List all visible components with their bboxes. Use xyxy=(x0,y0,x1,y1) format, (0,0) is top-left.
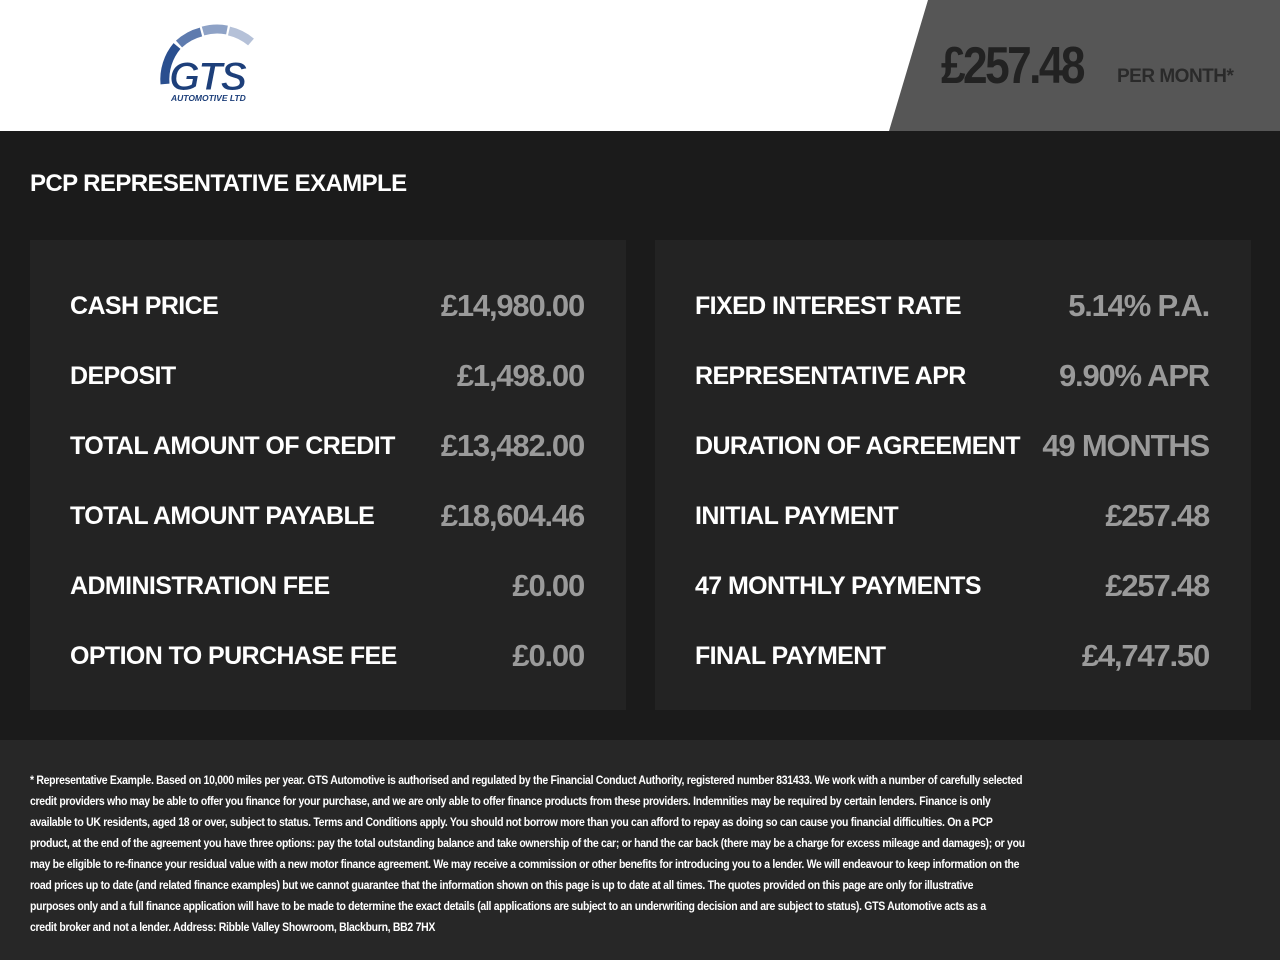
row-label: REPRESENTATIVE APR xyxy=(695,362,966,390)
row-value: 49 MONTHS xyxy=(1042,428,1210,463)
monthly-price-banner xyxy=(889,0,1280,131)
row-value: 5.14% P.A. xyxy=(1068,288,1210,323)
row-label: DEPOSIT xyxy=(70,362,176,390)
row-value: £0.00 xyxy=(512,638,585,673)
row-label: TOTAL AMOUNT PAYABLE xyxy=(70,502,375,530)
row-label: DURATION OF AGREEMENT xyxy=(695,432,1020,460)
finance-row: DURATION OF AGREEMENT 49 MONTHS xyxy=(695,428,1210,468)
finance-row: ADMINISTRATION FEE £0.00 xyxy=(70,568,585,608)
finance-row: 47 MONTHLY PAYMENTS £257.48 xyxy=(695,568,1210,608)
row-label: FIXED INTEREST RATE xyxy=(695,292,962,320)
monthly-price: £257.48 xyxy=(941,37,1085,95)
row-label: OPTION TO PURCHASE FEE xyxy=(70,642,397,670)
row-label: TOTAL AMOUNT OF CREDIT xyxy=(70,432,395,460)
row-value: £1,498.00 xyxy=(456,358,585,393)
disclaimer-line: credit providers who may be able to offe… xyxy=(30,794,991,808)
disclaimer-line: road prices up to date (and related fina… xyxy=(30,878,974,892)
disclaimer-line: credit broker and not a lender. Address:… xyxy=(30,920,436,934)
disclaimer-line: may be eligible to re-finance your resid… xyxy=(30,857,1020,871)
finance-row: TOTAL AMOUNT PAYABLE £18,604.46 xyxy=(70,498,585,538)
svg-text:AUTOMOTIVE LTD: AUTOMOTIVE LTD xyxy=(170,93,246,103)
row-label: CASH PRICE xyxy=(70,292,219,320)
finance-row: FIXED INTEREST RATE 5.14% P.A. xyxy=(695,288,1210,328)
finance-row: INITIAL PAYMENT £257.48 xyxy=(695,498,1210,538)
finance-row: TOTAL AMOUNT OF CREDIT £13,482.00 xyxy=(70,428,585,468)
row-label: 47 MONTHLY PAYMENTS xyxy=(695,572,982,600)
row-label: ADMINISTRATION FEE xyxy=(70,572,330,600)
header: GTS AUTOMOTIVE LTD £257.48 PER MONTH* xyxy=(0,0,1280,131)
disclaimer-line: * Representative Example. Based on 10,00… xyxy=(30,773,1023,787)
row-value: £0.00 xyxy=(512,568,585,603)
disclaimer-line: available to UK residents, aged 18 or ov… xyxy=(30,815,993,829)
finance-row: REPRESENTATIVE APR 9.90% APR xyxy=(695,358,1210,398)
row-label: FINAL PAYMENT xyxy=(695,642,886,670)
row-value: £14,980.00 xyxy=(440,288,585,323)
disclaimer-section: * Representative Example. Based on 10,00… xyxy=(0,740,1280,960)
finance-row: CASH PRICE £14,980.00 xyxy=(70,288,585,328)
row-value: 9.90% APR xyxy=(1058,358,1210,393)
finance-row: OPTION TO PURCHASE FEE £0.00 xyxy=(70,638,585,678)
row-label: INITIAL PAYMENT xyxy=(695,502,899,530)
svg-text:GTS: GTS xyxy=(169,55,248,99)
row-value: £257.48 xyxy=(1105,498,1210,533)
disclaimer-line: product, at the end of the agreement you… xyxy=(30,836,1025,850)
row-value: £13,482.00 xyxy=(440,428,585,463)
row-value: £18,604.46 xyxy=(440,498,585,533)
right-finance-panel: FIXED INTEREST RATE 5.14% P.A. REPRESENTA… xyxy=(655,240,1251,710)
per-month-label: PER MONTH* xyxy=(1117,66,1234,87)
disclaimer-text: * Representative Example. Based on 10,00… xyxy=(30,770,1160,938)
gts-logo[interactable]: GTS AUTOMOTIVE LTD xyxy=(155,24,275,111)
disclaimer-line: purposes only and a full finance applica… xyxy=(30,899,986,913)
row-value: £4,747.50 xyxy=(1081,638,1210,673)
finance-row: FINAL PAYMENT £4,747.50 xyxy=(695,638,1210,678)
row-value: £257.48 xyxy=(1105,568,1210,603)
left-finance-panel: CASH PRICE £14,980.00 DEPOSIT £1,498.00 TO… xyxy=(30,240,626,710)
finance-row: DEPOSIT £1,498.00 xyxy=(70,358,585,398)
section-title: PCP REPRESENTATIVE EXAMPLE xyxy=(30,170,407,197)
